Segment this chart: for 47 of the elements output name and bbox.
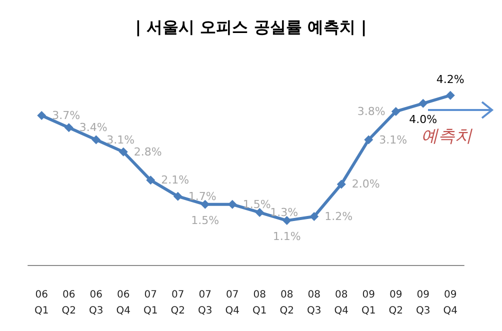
point: [282, 216, 292, 226]
chart-title: | 서울시 오피스 공실률 예측치 |: [135, 18, 367, 36]
data-label: 1.5%: [191, 214, 220, 227]
x-tick-label: 07 Q4: [225, 290, 240, 316]
data-label: 1.1%: [272, 230, 301, 244]
point: [364, 135, 374, 144]
x-tick-label: 09 Q2: [388, 290, 403, 316]
data-label: 2.1%: [161, 174, 190, 187]
data-label: 1.7%: [188, 190, 216, 203]
point: [336, 180, 346, 189]
x-tick-label: 09 Q4: [443, 290, 458, 316]
x-tick-label: 09 Q1: [362, 290, 376, 316]
x-tick-label: 08 Q2: [280, 290, 294, 316]
x-tick-label: 08 Q1: [252, 290, 267, 316]
data-label: 2.8%: [134, 145, 162, 158]
data-label: 3.1%: [106, 133, 135, 146]
x-tick-label: 06 Q4: [116, 290, 130, 316]
x-tick-label: 08 Q3: [307, 290, 322, 316]
data-label: 4.0%: [409, 112, 438, 126]
point: [446, 90, 455, 100]
data-label: 3.4%: [79, 121, 108, 134]
x-tick-label: 07 Q3: [198, 290, 212, 316]
data-label: 1.3%: [270, 206, 298, 219]
point: [92, 135, 101, 144]
point: [173, 192, 182, 201]
point: [391, 106, 400, 116]
x-tick-label: 09 Q3: [416, 290, 430, 316]
data-label: 4.2%: [436, 72, 464, 86]
point: [37, 111, 46, 120]
data-label: 2.0%: [352, 178, 380, 191]
point: [418, 98, 428, 108]
data-label: 3.7%: [52, 109, 80, 122]
data-label: 3.8%: [357, 104, 386, 118]
x-tick-label: 06 Q2: [62, 290, 76, 316]
annotation: 예측치: [421, 126, 473, 146]
point: [310, 212, 319, 222]
point: [146, 176, 156, 185]
data-label: 1.2%: [324, 210, 353, 224]
x-tick-label: 06 Q1: [34, 290, 49, 316]
x-tick-label: 07 Q2: [170, 290, 185, 316]
x-tick-label: 08 Q4: [334, 290, 348, 316]
x-tick-label: 06 Q3: [89, 290, 104, 316]
point: [118, 147, 128, 156]
data-label: 3.1%: [379, 133, 408, 146]
data-label: 1.5%: [242, 198, 271, 211]
x-tick-label: 07 Q1: [144, 290, 158, 316]
point: [64, 123, 74, 132]
